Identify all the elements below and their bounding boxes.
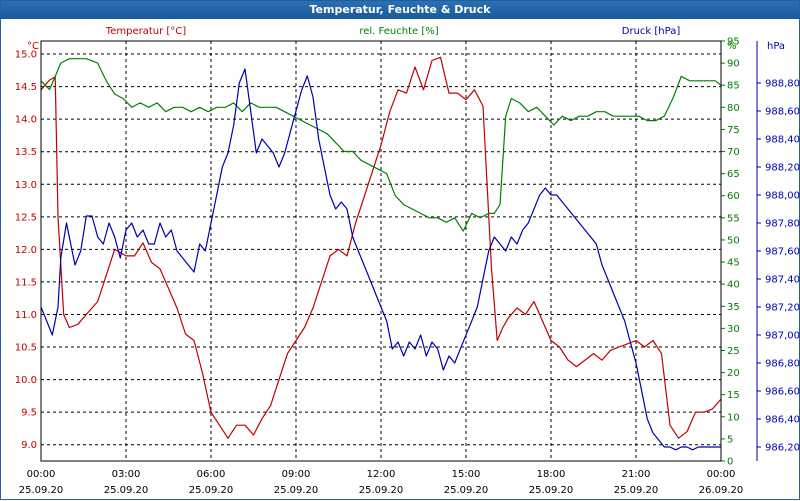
y-tick-press: 988,40 <box>765 135 800 146</box>
y-tick-press: 986,20 <box>765 443 800 454</box>
unit-press: hPa <box>767 41 785 52</box>
y-tick-hum: 15 <box>727 390 740 401</box>
y-tick-hum: 5 <box>727 434 733 445</box>
x-tick-date: 25.09.20 <box>444 485 489 496</box>
unit-temp: °C <box>27 41 39 52</box>
y-tick-hum: 45 <box>727 258 740 269</box>
x-tick-time: 21:00 <box>622 469 651 480</box>
legend-temp: Temperatur [°C] <box>105 26 186 37</box>
plot-frame <box>40 40 722 462</box>
y-tick-press: 987,20 <box>765 303 800 314</box>
x-tick-date: 25.09.20 <box>189 485 234 496</box>
y-tick-press: 988,00 <box>765 191 800 202</box>
legend-hum: rel. Feuchte [%] <box>359 26 438 37</box>
y-tick-press: 986,40 <box>765 415 800 426</box>
y-tick-temp: 12.0 <box>15 245 37 256</box>
x-tick-date: 25.09.20 <box>359 485 404 496</box>
y-tick-temp: 9.0 <box>21 440 37 451</box>
y-tick-hum: 55 <box>727 213 740 224</box>
y-tick-hum: 30 <box>727 324 740 335</box>
y-tick-hum: 75 <box>727 125 740 136</box>
grid <box>41 41 721 461</box>
x-tick-date: 25.09.20 <box>614 485 659 496</box>
x-tick-time: 15:00 <box>452 469 481 480</box>
y-tick-hum: 70 <box>727 147 740 158</box>
axes: 00:00 25.09.20 03:00 25.09.20 06:00 25.09.20 0… <box>15 37 800 497</box>
temperature-line <box>40 56 722 439</box>
y-tick-hum: 25 <box>727 346 740 357</box>
y-tick-hum: 80 <box>727 103 740 114</box>
pressure-line <box>40 68 721 451</box>
x-tick-date: 25.09.20 <box>274 485 319 496</box>
y-tick-hum: 50 <box>727 235 740 246</box>
y-tick-press: 988,20 <box>765 163 800 174</box>
y-tick-hum: 65 <box>727 169 740 180</box>
legend-press: Druck [hPa] <box>622 26 681 37</box>
x-tick-time: 12:00 <box>367 469 396 480</box>
y-tick-temp: 10.0 <box>15 375 37 386</box>
y-tick-press: 986,60 <box>765 387 800 398</box>
y-tick-hum: 60 <box>727 191 740 202</box>
y-tick-temp: 13.0 <box>15 180 37 191</box>
y-tick-hum: 40 <box>727 280 740 291</box>
x-tick-time: 18:00 <box>537 469 566 480</box>
x-tick-date: 26.09.20 <box>699 485 744 496</box>
x-tick-time: 06:00 <box>197 469 226 480</box>
window-title: Temperatur, Feuchte & Druck <box>1 1 799 19</box>
y-tick-hum: 85 <box>727 81 740 92</box>
y-tick-hum: 90 <box>727 59 740 70</box>
y-tick-temp: 14.0 <box>15 115 37 126</box>
humidity-line <box>40 58 722 232</box>
y-tick-hum: 95 <box>727 37 740 48</box>
y-tick-temp: 9.5 <box>21 408 37 419</box>
x-tick-date: 25.09.20 <box>104 485 149 496</box>
unit-hum: % <box>727 41 737 52</box>
y-tick-hum: 35 <box>727 302 740 313</box>
y-tick-press: 987,40 <box>765 275 800 286</box>
y-tick-press: 987,60 <box>765 247 800 258</box>
x-tick-time: 00:00 <box>27 469 56 480</box>
y-tick-temp: 15.0 <box>15 50 37 61</box>
y-tick-hum: 0 <box>727 457 733 468</box>
y-tick-press: 988,80 <box>765 79 800 90</box>
x-tick-time: 03:00 <box>112 469 141 480</box>
y-tick-hum: 20 <box>727 368 740 379</box>
x-tick-date: 25.09.20 <box>19 485 64 496</box>
y-tick-temp: 10.5 <box>15 343 37 354</box>
y-tick-temp: 12.5 <box>15 212 37 223</box>
y-tick-hum: 10 <box>727 412 740 423</box>
y-tick-temp: 11.5 <box>15 277 37 288</box>
series-lines <box>40 56 722 451</box>
y-tick-press: 988,60 <box>765 107 800 118</box>
x-tick-date: 25.09.20 <box>529 485 574 496</box>
y-tick-press: 986,80 <box>765 359 800 370</box>
y-tick-temp: 14.5 <box>15 82 37 93</box>
y-tick-press: 987,80 <box>765 219 800 230</box>
x-tick-time: 00:00 <box>707 469 736 480</box>
x-tick-time: 09:00 <box>282 469 311 480</box>
y-tick-temp: 13.5 <box>15 147 37 158</box>
y-tick-temp: 11.0 <box>15 310 37 321</box>
y-tick-press: 987,00 <box>765 331 800 342</box>
